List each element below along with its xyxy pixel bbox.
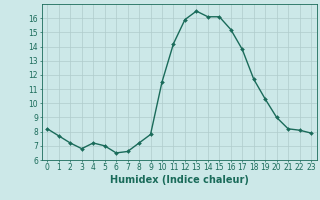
X-axis label: Humidex (Indice chaleur): Humidex (Indice chaleur): [110, 175, 249, 185]
